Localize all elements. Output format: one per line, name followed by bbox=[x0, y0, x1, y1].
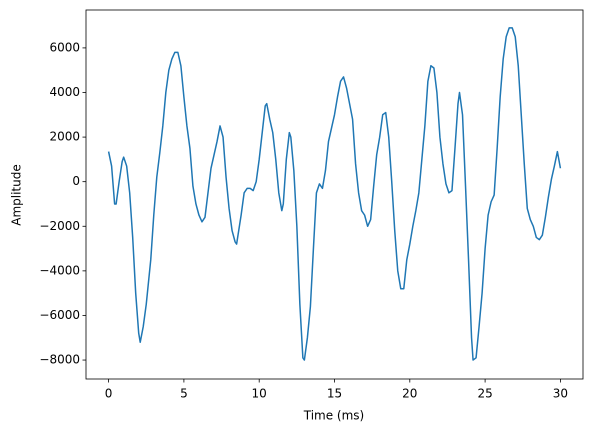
x-tick-label: 0 bbox=[105, 387, 113, 401]
y-tick-label: 6000 bbox=[49, 40, 80, 54]
y-tick-label: 4000 bbox=[49, 85, 80, 99]
x-tick-label: 10 bbox=[252, 387, 267, 401]
x-tick-label: 30 bbox=[553, 387, 568, 401]
x-axis-label: Time (ms) bbox=[303, 409, 365, 423]
x-tick-label: 25 bbox=[477, 387, 492, 401]
y-tick-label: 2000 bbox=[49, 130, 80, 144]
x-tick-label: 20 bbox=[402, 387, 417, 401]
x-tick-label: 5 bbox=[180, 387, 188, 401]
y-tick-label: −8000 bbox=[39, 353, 80, 367]
y-tick-label: −2000 bbox=[39, 219, 80, 233]
y-tick-label: −4000 bbox=[39, 263, 80, 277]
y-tick-label: 0 bbox=[72, 174, 80, 188]
y-tick-label: −6000 bbox=[39, 308, 80, 322]
line-series bbox=[107, 27, 562, 361]
x-tick-label: 15 bbox=[327, 387, 342, 401]
y-axis-label: Amplitude bbox=[10, 164, 24, 226]
plot-frame bbox=[85, 9, 584, 380]
